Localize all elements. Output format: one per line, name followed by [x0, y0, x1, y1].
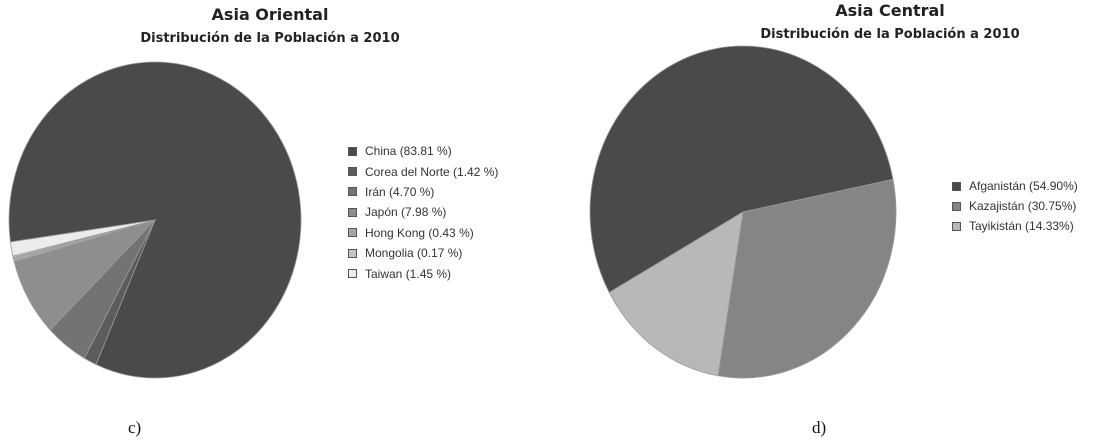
legend-swatch — [348, 146, 357, 156]
legend-swatch — [952, 221, 961, 231]
legend-label: China (83.81 %) — [365, 144, 452, 159]
chart-panel-asia-oriental: Asia Oriental Distribución de la Poblaci… — [0, 0, 550, 446]
legend-swatch — [348, 207, 357, 217]
legend-item: Kazajistán (30.75%) — [952, 196, 1078, 216]
legend-item: Japón (7.98 %) — [348, 202, 498, 222]
legend-label: Afganistán (54.90%) — [969, 179, 1078, 193]
panel-label: c) — [128, 418, 142, 437]
legend-label: Mongolia (0.17 %) — [365, 246, 463, 261]
legend-item: Corea del Norte (1.42 %) — [348, 161, 498, 181]
chart-subtitle: Distribución de la Población a 2010 — [760, 27, 1020, 42]
legend-label: Irán (4.70 %) — [365, 184, 435, 199]
legend-item: China (83.81 %) — [348, 141, 498, 161]
pie-slice-afganist-n — [589, 45, 894, 294]
legend-item: Irán (4.70 %) — [348, 182, 498, 202]
pie-chart — [8, 61, 302, 379]
pie-slice-tayikist-n — [608, 211, 744, 377]
panel-label: d) — [812, 418, 827, 437]
chart-panel-asia-central: Asia Central Distribución de la Població… — [550, 0, 1101, 446]
chart-subtitle: Distribución de la Población a 2010 — [140, 31, 400, 46]
legend-item: Tayikistán (14.33%) — [952, 216, 1078, 236]
legend-swatch — [952, 201, 961, 211]
legend-item: Hong Kong (0.43 %) — [348, 223, 498, 243]
legend-label: Japón (7.98 %) — [365, 205, 447, 220]
legend-swatch — [348, 248, 357, 258]
pie-slice-kazajist-n — [717, 178, 897, 379]
legend-item: Afganistán (54.90%) — [952, 176, 1078, 196]
legend-swatch — [348, 187, 357, 197]
legend-swatch — [348, 167, 357, 177]
legend-swatch — [348, 269, 357, 279]
legend-label: Taiwan (1.45 %) — [365, 266, 452, 281]
pie-chart — [589, 45, 897, 379]
legend-item: Taiwan (1.45 %) — [348, 263, 498, 283]
legend-swatch — [952, 181, 961, 191]
legend-swatch — [348, 228, 357, 238]
chart-title: Asia Oriental — [211, 5, 329, 24]
legend-item: Mongolia (0.17 %) — [348, 243, 498, 263]
chart-legend: Afganistán (54.90%) Kazajistán (30.75%) Ta… — [952, 176, 1078, 236]
legend-label: Hong Kong (0.43 %) — [365, 225, 474, 240]
chart-title: Asia Central — [835, 1, 945, 20]
pie-slice-taiwan — [9, 219, 156, 257]
legend-label: Corea del Norte (1.42 %) — [365, 164, 499, 179]
chart-legend: China (83.81 %) Corea del Norte (1.42 %) I… — [348, 141, 498, 284]
legend-label: Kazajistán (30.75%) — [969, 199, 1077, 213]
legend-label: Tayikistán (14.33%) — [969, 219, 1074, 233]
